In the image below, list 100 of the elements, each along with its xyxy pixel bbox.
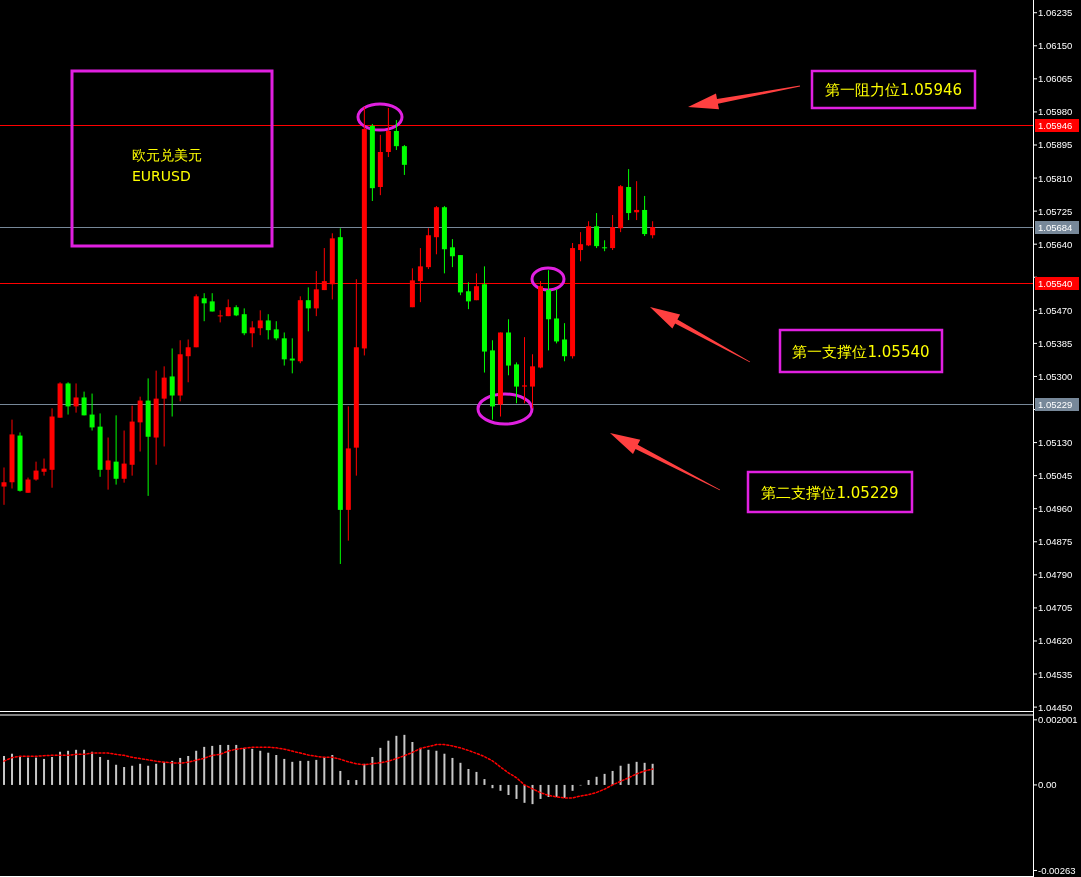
bar xyxy=(483,779,486,785)
bar xyxy=(379,747,382,785)
bar xyxy=(235,744,238,785)
bar xyxy=(539,784,542,799)
bar xyxy=(59,751,62,785)
bar xyxy=(315,759,318,785)
bar xyxy=(107,759,110,785)
bar xyxy=(267,752,270,785)
bar xyxy=(611,770,614,785)
bar xyxy=(603,773,606,785)
ref-line-label: 1.05946 xyxy=(1038,120,1073,131)
bar xyxy=(147,765,150,785)
bar xyxy=(459,762,462,785)
bar xyxy=(283,758,286,785)
bar xyxy=(595,776,598,785)
y-tick-label: 1.06150 xyxy=(1038,40,1073,52)
bar xyxy=(75,749,78,785)
bar xyxy=(19,755,22,785)
bar xyxy=(563,784,566,798)
bar xyxy=(651,763,654,785)
bar xyxy=(227,744,230,785)
bar xyxy=(3,755,5,785)
y-tick-label: 1.04450 xyxy=(1038,701,1073,713)
y-tick-label: 1.05895 xyxy=(1038,139,1073,151)
bar xyxy=(443,753,446,785)
bar xyxy=(523,784,526,803)
bar xyxy=(571,784,574,791)
bar xyxy=(323,756,326,785)
bar xyxy=(507,784,510,796)
bar xyxy=(259,750,262,785)
y-tick-label: 1.05640 xyxy=(1038,238,1073,250)
bar xyxy=(67,750,70,785)
bar xyxy=(251,748,254,785)
bar xyxy=(307,760,310,785)
bar xyxy=(115,764,118,785)
bar xyxy=(355,780,358,785)
bar xyxy=(547,784,550,797)
line-series xyxy=(3,743,654,799)
bar xyxy=(219,744,222,785)
bar xyxy=(635,761,638,785)
bar xyxy=(195,750,198,785)
bar xyxy=(371,756,374,785)
bar xyxy=(627,763,630,785)
y-tick-label: 1.05810 xyxy=(1038,172,1073,184)
bar xyxy=(171,760,174,785)
y-tick-label: 1.05470 xyxy=(1038,304,1073,316)
bar xyxy=(139,763,142,785)
bar xyxy=(155,763,158,785)
bar xyxy=(475,771,478,785)
y-tick-label: 1.05130 xyxy=(1038,437,1073,449)
bar xyxy=(555,784,558,797)
bar xyxy=(435,750,438,785)
y-tick-label: 1.04960 xyxy=(1038,503,1073,515)
ref-line-label: 1.05684 xyxy=(1038,222,1073,233)
text: 欧元兑美元 xyxy=(132,147,202,163)
bar xyxy=(291,761,294,785)
bar xyxy=(499,784,502,791)
bar xyxy=(411,742,414,785)
bar xyxy=(587,780,590,785)
ref-line-label: 1.05229 xyxy=(1038,399,1073,410)
bar xyxy=(363,763,366,785)
bar xyxy=(331,755,334,785)
bar xyxy=(419,747,422,785)
bar xyxy=(275,755,278,785)
ref-line-label: 1.05540 xyxy=(1038,278,1073,289)
annotation: 第二支撑位1.05229 xyxy=(761,483,899,502)
y-tick-label: 1.04705 xyxy=(1038,602,1073,614)
y-tick-label: 1.05725 xyxy=(1038,205,1073,217)
bar xyxy=(403,734,406,785)
bar xyxy=(123,767,126,785)
bar xyxy=(163,761,166,785)
y-tick-label: 1.04620 xyxy=(1038,635,1073,647)
bar xyxy=(179,757,182,785)
bar xyxy=(243,747,246,785)
y-tick-label: 0.002001 xyxy=(1038,714,1078,726)
bar xyxy=(99,756,102,785)
bar xyxy=(211,745,214,785)
bar xyxy=(387,740,390,785)
bar xyxy=(83,749,86,785)
bar xyxy=(451,757,454,785)
bar xyxy=(395,735,398,785)
bar xyxy=(347,780,350,785)
bar xyxy=(43,758,46,785)
bar xyxy=(427,749,430,785)
y-tick-label: 1.04535 xyxy=(1038,668,1073,680)
bar xyxy=(339,770,342,785)
bar xyxy=(203,746,206,785)
y-tick-label: 1.05300 xyxy=(1038,370,1073,382)
annotation: 第一支撑位1.05540 xyxy=(792,342,930,361)
bar xyxy=(515,784,518,799)
y-tick-label: 0.00 xyxy=(1038,779,1057,791)
bar xyxy=(51,756,54,785)
bar xyxy=(11,753,14,785)
annotation: 第一阻力位1.05946 xyxy=(824,81,963,99)
text: EURUSD xyxy=(132,168,191,184)
y-tick-label: 1.06065 xyxy=(1038,73,1073,85)
bar xyxy=(35,757,38,785)
bar xyxy=(467,768,470,785)
bar xyxy=(619,765,622,785)
y-tick-label: 1.05980 xyxy=(1038,106,1073,118)
